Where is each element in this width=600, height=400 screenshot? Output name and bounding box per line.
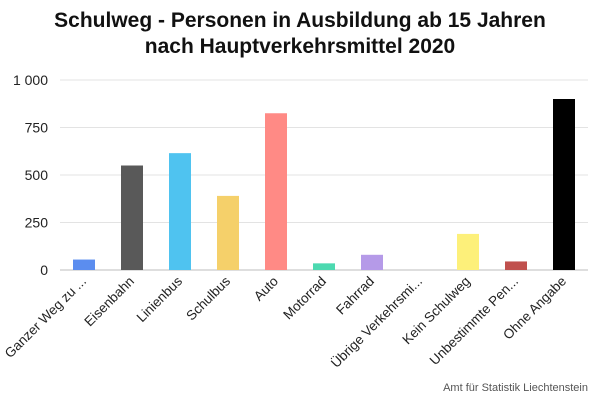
bar: [313, 263, 335, 270]
bar: [265, 113, 287, 270]
source-credit: Amt für Statistik Liechtenstein: [443, 382, 588, 394]
y-tick-label: 500: [25, 167, 49, 183]
bar: [217, 195, 239, 270]
bar: [361, 254, 383, 270]
x-tick-label: Übrige Verkehrsmi...: [328, 274, 425, 371]
x-tick-label: Schulbus: [183, 273, 233, 323]
chart-title: Schulweg - Personen in Ausbildung ab 15 …: [0, 8, 600, 60]
x-tick-label: Linienbus: [134, 273, 186, 325]
x-tick-label: Fahrrad: [333, 274, 377, 318]
y-tick-label: 1 000: [13, 72, 48, 88]
x-tick-label: Eisenbahn: [81, 274, 137, 330]
x-tick-label: Unbestimmte Pen...: [427, 274, 521, 368]
bar: [73, 259, 95, 270]
y-tick-label: 0: [40, 262, 48, 278]
x-tick-label: Auto: [251, 274, 281, 304]
x-tick-label: Ganzer Weg zu ...: [2, 274, 89, 361]
bar: [121, 165, 143, 270]
bar: [169, 153, 191, 270]
chart-title-line-2: nach Hauptverkehrsmittel 2020: [144, 35, 456, 58]
y-tick-label: 750: [25, 120, 49, 136]
bar: [553, 99, 575, 270]
chart-title-line-1: Schulweg - Personen in Ausbildung ab 15 …: [54, 9, 546, 32]
y-tick-label: 250: [25, 215, 49, 231]
bar: [457, 233, 479, 270]
x-tick-label: Motorrad: [280, 274, 329, 323]
bar: [505, 261, 527, 270]
